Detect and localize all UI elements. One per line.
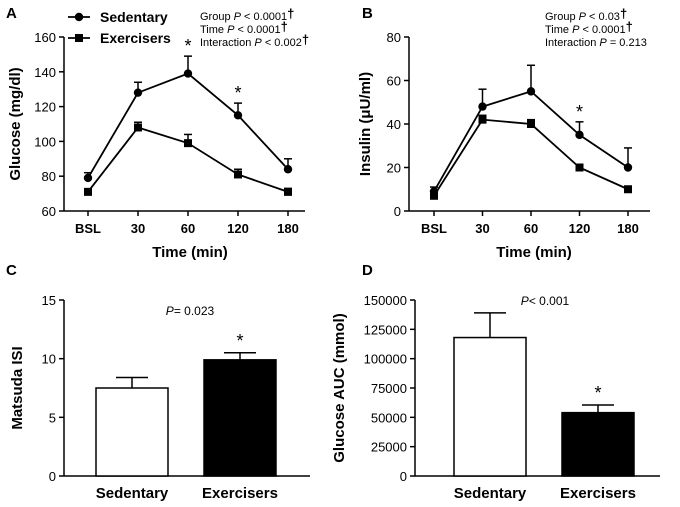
series-line-exercisers: [433, 118, 629, 197]
y-tick-label: 150000: [364, 293, 407, 308]
y-tick-label: 15: [42, 293, 56, 308]
p-value: P< 0.001: [521, 294, 570, 308]
data-point-sedentary: [133, 88, 143, 97]
x-tick-label: 180: [277, 221, 299, 236]
data-point-exercisers: [84, 187, 92, 196]
stats-line: Time P < 0.0001†: [200, 19, 288, 36]
y-tick-label: 25000: [371, 440, 407, 455]
data-point-sedentary: [183, 69, 193, 78]
x-tick-label: 30: [475, 221, 489, 236]
x-tick-label: Exercisers: [560, 485, 636, 502]
y-tick-label: 160: [34, 30, 56, 45]
bar-sedentary: [453, 336, 527, 477]
data-point-sedentary: [83, 173, 93, 183]
legend-marker-square: [75, 34, 83, 42]
data-point-exercisers: [234, 170, 242, 179]
significance-marker: *: [184, 36, 191, 56]
data-point-exercisers: [624, 185, 632, 194]
panel-letter: D: [362, 262, 373, 279]
panel-letter: C: [6, 262, 17, 279]
y-axis-label: Glucose AUC (mmol): [331, 313, 348, 462]
series-line-sedentary: [87, 72, 289, 179]
x-tick-label: 60: [181, 221, 195, 236]
data-point-exercisers: [527, 120, 535, 128]
y-tick-label: 80: [42, 169, 56, 184]
data-point-sedentary: [623, 163, 633, 172]
bar-sedentary: [95, 387, 169, 477]
x-tick-label: 60: [524, 221, 538, 236]
significance-marker: *: [576, 102, 583, 122]
bar-exercisers: [203, 359, 277, 477]
stats-line: Group P < 0.03†: [545, 6, 627, 23]
x-tick-label: Sedentary: [96, 485, 169, 502]
y-tick-label: 75000: [371, 381, 407, 396]
panel-letter: B: [362, 5, 373, 22]
y-tick-label: 60: [387, 74, 401, 89]
p-value: P= 0.023: [166, 304, 215, 318]
data-point-exercisers: [430, 191, 438, 200]
data-point-exercisers: [184, 139, 192, 148]
significance-marker: *: [236, 331, 243, 351]
y-tick-label: 60: [42, 204, 56, 219]
stats-line: Interaction P < 0.002†: [200, 32, 309, 49]
panel-d: D 0 25000 50000 75000 100000 125000 150000 Gluco…: [331, 262, 660, 502]
x-tick-label: 120: [227, 221, 249, 236]
data-point-sedentary: [526, 87, 536, 96]
y-tick-label: 125000: [364, 322, 407, 337]
panel-c: C 0 5 10 15 Matsuda ISI Sedentary Exercisers * P=…: [6, 262, 310, 502]
x-tick-label: BSL: [75, 221, 101, 236]
y-tick-label: 0: [394, 204, 401, 219]
y-axis-label: Glucose (mg/dl): [7, 67, 24, 180]
y-tick-label: 0: [49, 469, 56, 484]
bar-exercisers: [561, 411, 635, 477]
stats-line: Time P < 0.0001†: [545, 19, 633, 36]
x-tick-label: 30: [131, 221, 145, 236]
x-tick-label: Sedentary: [454, 485, 527, 502]
legend-label: Sedentary: [100, 9, 168, 25]
significance-marker: *: [234, 83, 241, 103]
y-tick-label: 80: [387, 30, 401, 45]
data-point-exercisers: [575, 163, 584, 172]
y-axis-label: Insulin (μU/ml): [357, 72, 374, 176]
x-axis-label: Time (min): [496, 244, 572, 261]
data-point-exercisers: [478, 115, 487, 124]
legend-label: Exercisers: [100, 30, 171, 46]
x-axis-label: Time (min): [152, 244, 228, 261]
y-tick-label: 140: [34, 65, 56, 80]
y-tick-label: 0: [400, 469, 407, 484]
y-tick-label: 120: [34, 100, 56, 115]
data-point-exercisers: [134, 123, 142, 132]
panel-a: A 60 80 100 120 140 160 BSL 30 60 120 180 Time (min)…: [6, 5, 309, 261]
y-tick-label: 10: [42, 352, 56, 367]
y-axis-label: Matsuda ISI: [9, 346, 26, 429]
y-tick-label: 20: [387, 161, 401, 176]
x-tick-label: Exercisers: [202, 485, 278, 502]
data-point-exercisers: [284, 187, 292, 196]
panel-letter: A: [6, 5, 17, 22]
y-tick-label: 40: [387, 117, 401, 132]
y-tick-label: 100: [34, 134, 56, 149]
significance-marker: *: [594, 383, 601, 403]
legend-marker-circle: [74, 12, 84, 22]
x-tick-label: 120: [569, 221, 591, 236]
data-point-sedentary: [478, 102, 487, 111]
data-point-sedentary: [575, 130, 584, 140]
data-point-sedentary: [233, 111, 243, 120]
stats-line: Group P < 0.0001†: [200, 6, 294, 23]
y-tick-label: 50000: [371, 410, 407, 425]
data-point-sedentary: [283, 165, 293, 174]
x-tick-label: BSL: [421, 221, 447, 236]
x-tick-label: 180: [617, 221, 639, 236]
y-tick-label: 100000: [364, 352, 407, 367]
stats-line: Interaction P = 0.213: [545, 37, 647, 49]
y-tick-label: 5: [49, 410, 56, 425]
panel-b: B 0 20 40 60 80 BSL 30 60 120 180 Time (min) Insulin…: [357, 5, 650, 261]
